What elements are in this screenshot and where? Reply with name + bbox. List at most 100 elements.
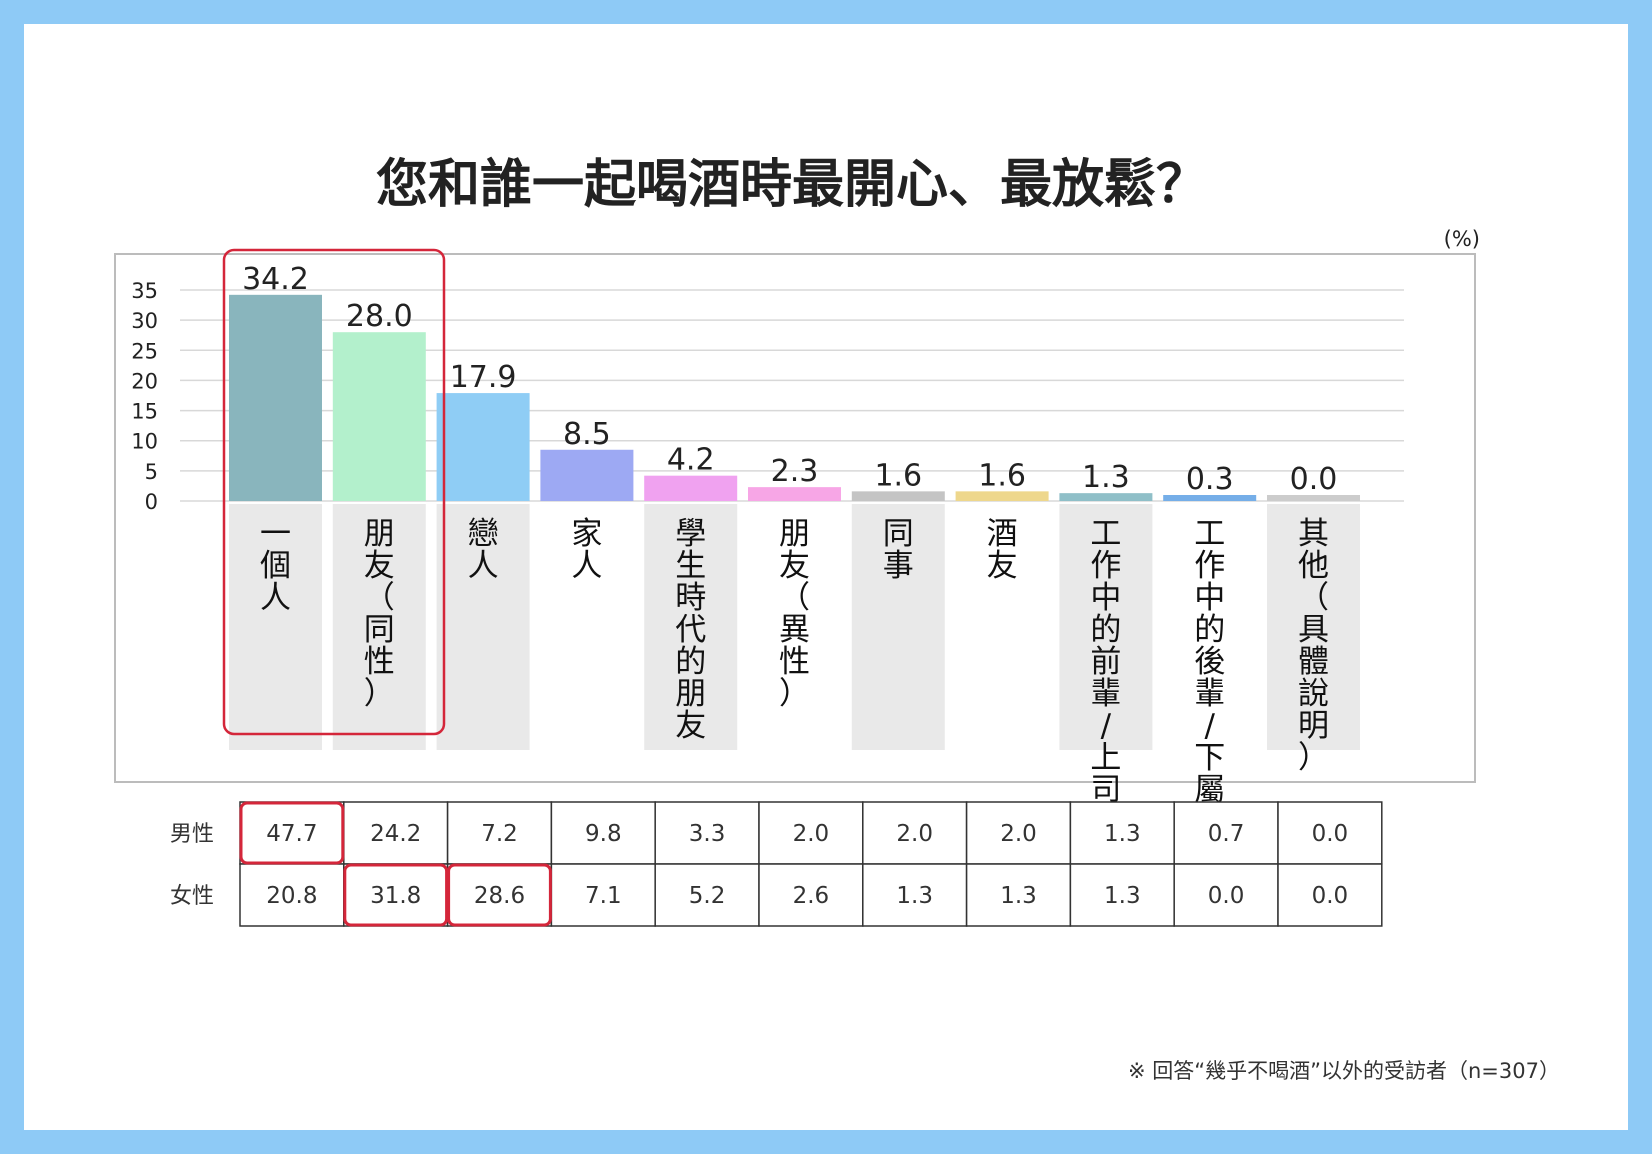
y-tick-label: 30: [131, 309, 158, 333]
category-label: 朋友（異性）: [779, 516, 810, 712]
table-value: 2.0: [1000, 821, 1037, 847]
bar: [1163, 495, 1257, 501]
data-label: 34.2: [242, 262, 309, 297]
y-tick-label: 15: [131, 400, 158, 424]
data-labels: 34.2 28.0 17.9 8.5 4.2 2.3 1.6 1.6 1.3 0.3 0.0: [242, 262, 1337, 497]
data-label: 0.0: [1290, 462, 1338, 497]
table-value: 2.6: [793, 883, 830, 909]
data-label: 0.3: [1186, 462, 1234, 497]
bar: [332, 332, 426, 501]
category-background: [229, 504, 322, 750]
table-value: 9.8: [585, 821, 622, 847]
data-label: 1.6: [978, 458, 1026, 493]
highlight-box: [222, 248, 446, 736]
plot-border: [114, 253, 1476, 783]
row-label: 女性: [170, 884, 214, 909]
category-background: [332, 504, 426, 750]
table-highlight: [447, 863, 552, 927]
table-value: 2.0: [896, 821, 933, 847]
table-value: 28.6: [474, 883, 525, 909]
chart-frame: 您和誰一起喝酒時最開心、最放鬆？ (%) 0 5 10 15 20 25 30 35 34.2…: [24, 24, 1628, 1130]
table-cell: [239, 863, 345, 927]
category-labels: 一個人 朋友（同性） 戀人 家人 學生時代的朋友 朋友（異性） 同事 酒友 工作中的前輩/上司 工…: [260, 516, 1329, 808]
table-value: 1.3: [1104, 821, 1141, 847]
unit-label: (%): [1444, 227, 1480, 251]
data-label: 28.0: [346, 299, 413, 334]
table-value: 1.3: [896, 883, 933, 909]
table-cell: [1069, 863, 1175, 927]
table-value: 7.2: [481, 821, 518, 847]
table-cell: [758, 863, 864, 927]
table-cell: [1173, 863, 1279, 927]
bar: [540, 449, 634, 501]
bar: [1059, 493, 1153, 501]
table-value: 24.2: [370, 821, 421, 847]
data-label: 1.3: [1082, 460, 1130, 495]
bar: [1267, 495, 1360, 501]
table-value: 3.3: [689, 821, 726, 847]
category-background: [851, 504, 945, 750]
chart: 您和誰一起喝酒時最開心、最放鬆？ (%) 0 5 10 15 20 25 30 35 34.2…: [114, 155, 1560, 1083]
bar: [229, 294, 322, 501]
table-value: 7.1: [585, 883, 622, 909]
category-label: 家人: [571, 516, 602, 584]
y-tick-label: 20: [131, 369, 158, 393]
y-tick-label: 25: [131, 339, 158, 363]
category-label: 酒友: [987, 516, 1018, 584]
table-cell: [1069, 801, 1175, 865]
category-backgrounds: [229, 504, 1360, 750]
bar: [644, 475, 738, 501]
data-label: 1.6: [874, 458, 922, 493]
category-label: 朋友（同性）: [364, 516, 395, 712]
table-value: 5.2: [689, 883, 726, 909]
bar: [436, 393, 530, 501]
y-tick-label: 0: [145, 490, 158, 514]
bar: [748, 487, 841, 501]
table-cell: [1277, 863, 1383, 927]
category-label: 工作中的後輩/下屬: [1194, 516, 1225, 808]
category-background: [1059, 504, 1153, 750]
data-label: 2.3: [771, 454, 819, 489]
row-label: 男性: [170, 822, 214, 847]
category-label: 其他（具體說明）: [1298, 516, 1329, 776]
table-cell: [550, 801, 656, 865]
table-value: 0.0: [1208, 883, 1245, 909]
category-label: 戀人: [468, 516, 499, 584]
y-axis-ticks: 0 5 10 15 20 25 30 35: [131, 279, 158, 514]
table-highlight: [343, 863, 449, 927]
table-value: 2.0: [793, 821, 830, 847]
table-cell: [758, 801, 864, 865]
table-cell: [550, 863, 656, 927]
table-value: 0.0: [1312, 883, 1349, 909]
table-value: 1.3: [1000, 883, 1037, 909]
footnote: ※ 回答“幾乎不喝酒”以外的受訪者（n=307）: [1128, 1059, 1560, 1083]
table-cell: [446, 801, 553, 865]
data-label: 8.5: [563, 417, 611, 452]
gender-table: 男性 47.7 24.2 7.2 9.8 3.3 2.0 2.0 2.0 1.3 0.7 0.0 女性 2…: [170, 801, 1383, 927]
table-value: 1.3: [1104, 883, 1141, 909]
category-background: [644, 504, 738, 750]
y-tick-label: 5: [145, 460, 158, 484]
y-tick-label: 10: [131, 430, 158, 454]
table-cell: [654, 863, 760, 927]
table-value: 20.8: [266, 883, 317, 909]
table-value: 0.0: [1312, 821, 1349, 847]
chart-title: 您和誰一起喝酒時最開心、最放鬆？: [376, 155, 1208, 215]
table-cell: [1277, 801, 1383, 865]
category-background: [436, 504, 530, 750]
bar: [955, 491, 1049, 501]
category-label: 同事: [883, 516, 914, 584]
category-label: 一個人: [260, 516, 291, 616]
category-background: [1267, 504, 1360, 750]
table-cell: [862, 801, 968, 865]
table-highlight: [239, 801, 345, 865]
table-value: 31.8: [370, 883, 421, 909]
bar: [851, 491, 945, 501]
bars: [229, 294, 1360, 501]
table-value: 47.7: [266, 821, 317, 847]
table-cell: [965, 801, 1072, 865]
data-label: 4.2: [667, 443, 715, 478]
category-label: 工作中的前輩/上司: [1090, 516, 1121, 808]
data-label: 17.9: [450, 360, 517, 395]
table-value: 0.7: [1208, 821, 1245, 847]
